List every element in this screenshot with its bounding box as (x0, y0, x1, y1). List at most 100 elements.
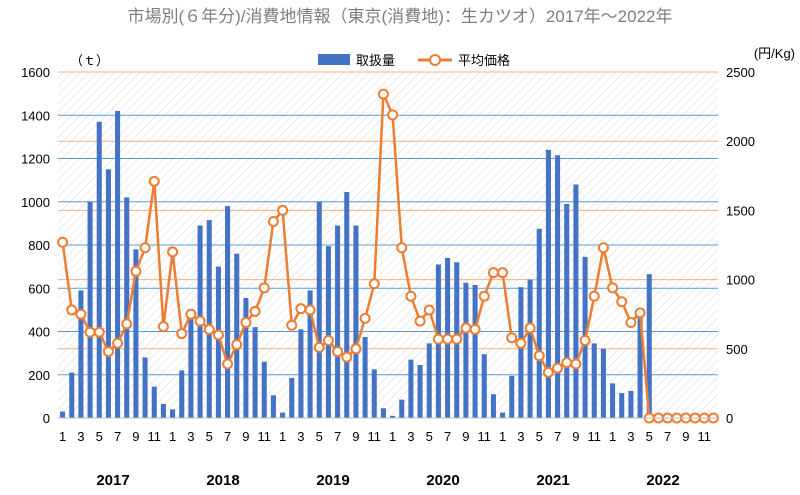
bar (481, 354, 487, 418)
bar (344, 192, 350, 418)
bar (600, 348, 606, 418)
bar (399, 399, 405, 418)
price-point (130, 265, 142, 277)
price-point (167, 246, 179, 258)
price-point (588, 290, 600, 302)
year-label: 2020 (426, 472, 459, 489)
price-point (322, 334, 334, 346)
legend-line-label: 平均価格 (458, 53, 510, 68)
bar (270, 395, 276, 418)
bar (307, 290, 313, 418)
right-tick-label: 0 (726, 411, 733, 426)
bar (518, 287, 524, 418)
month-tick-label: 3 (297, 429, 304, 444)
right-tick-label: 1000 (726, 273, 755, 288)
price-point (121, 318, 133, 330)
price-point (377, 88, 389, 100)
bar (298, 329, 304, 418)
legend-bar-label: 取扱量 (356, 53, 395, 68)
left-tick-label: 1400 (21, 108, 50, 123)
bar (362, 336, 368, 418)
left-tick-label: 0 (43, 411, 50, 426)
price-point (84, 326, 96, 338)
bar (206, 220, 212, 418)
bar (261, 361, 267, 418)
month-tick-label: 3 (517, 429, 524, 444)
bar (564, 203, 570, 418)
year-label: 2019 (316, 472, 349, 489)
month-tick-label: 3 (77, 429, 84, 444)
bar (170, 409, 176, 418)
month-tick-label: 11 (258, 429, 272, 444)
bar (215, 266, 221, 418)
bar (69, 372, 75, 418)
price-point (212, 329, 224, 341)
month-tick-label: 1 (499, 429, 506, 444)
price-point (542, 366, 554, 378)
price-point (66, 304, 78, 316)
month-tick-label: 5 (426, 429, 433, 444)
month-tick-label: 9 (682, 429, 689, 444)
month-tick-label: 9 (132, 429, 139, 444)
left-axis-ticks: 0 200 400 600 800 1000 1200 1400 1600 (21, 65, 50, 426)
price-point (102, 346, 114, 358)
month-tick-label: 5 (96, 429, 103, 444)
bar (325, 246, 331, 418)
month-tick-label: 5 (646, 429, 653, 444)
bar (115, 110, 121, 419)
left-tick-label: 600 (28, 281, 50, 296)
bar (463, 282, 469, 418)
price-point (249, 305, 261, 317)
left-tick-label: 800 (28, 238, 50, 253)
bar (591, 343, 597, 418)
right-tick-label: 1500 (726, 203, 755, 218)
month-tick-label: 1 (609, 429, 616, 444)
price-point (258, 282, 270, 294)
price-point (579, 334, 591, 346)
month-tick-label: 3 (187, 429, 194, 444)
right-tick-label: 500 (726, 342, 748, 357)
bar (225, 206, 231, 418)
bar (426, 343, 432, 418)
month-tick-label: 9 (572, 429, 579, 444)
month-tick-label: 5 (316, 429, 323, 444)
bar (87, 201, 93, 418)
price-point (277, 204, 289, 216)
bar (472, 285, 478, 418)
bar (619, 393, 625, 418)
month-tick-label: 11 (698, 429, 712, 444)
bar (610, 383, 616, 418)
left-tick-label: 1000 (21, 195, 50, 210)
year-label: 2021 (536, 472, 569, 489)
price-point (460, 322, 472, 334)
bar (160, 403, 166, 418)
price-point (350, 343, 362, 355)
bar (371, 369, 377, 418)
left-axis-unit: （ｔ） (70, 53, 109, 68)
price-point (157, 321, 169, 333)
price-line (61, 92, 714, 420)
bar (417, 365, 423, 418)
price-point (515, 337, 527, 349)
price-point (442, 333, 454, 345)
legend: 取扱量 平均価格 (318, 53, 510, 68)
price-point (267, 215, 279, 227)
bar (60, 411, 66, 418)
month-tick-label: 11 (478, 429, 492, 444)
left-tick-label: 1200 (21, 152, 50, 167)
bar (316, 201, 322, 418)
price-point (93, 326, 105, 338)
price-point (304, 304, 316, 316)
bar (243, 297, 249, 418)
bar (646, 274, 652, 418)
year-label: 2018 (206, 472, 239, 489)
legend-line-marker (429, 54, 441, 66)
price-point (231, 339, 243, 351)
month-tick-label: 3 (407, 429, 414, 444)
chart-title: 市場別(６年分)/消費地情報（東京(消費地)：生カツオ）2017年～2022年 (127, 7, 672, 26)
left-tick-label: 1600 (21, 65, 50, 80)
bar (509, 375, 515, 418)
bar (573, 184, 579, 418)
month-tick-label: 7 (224, 429, 231, 444)
